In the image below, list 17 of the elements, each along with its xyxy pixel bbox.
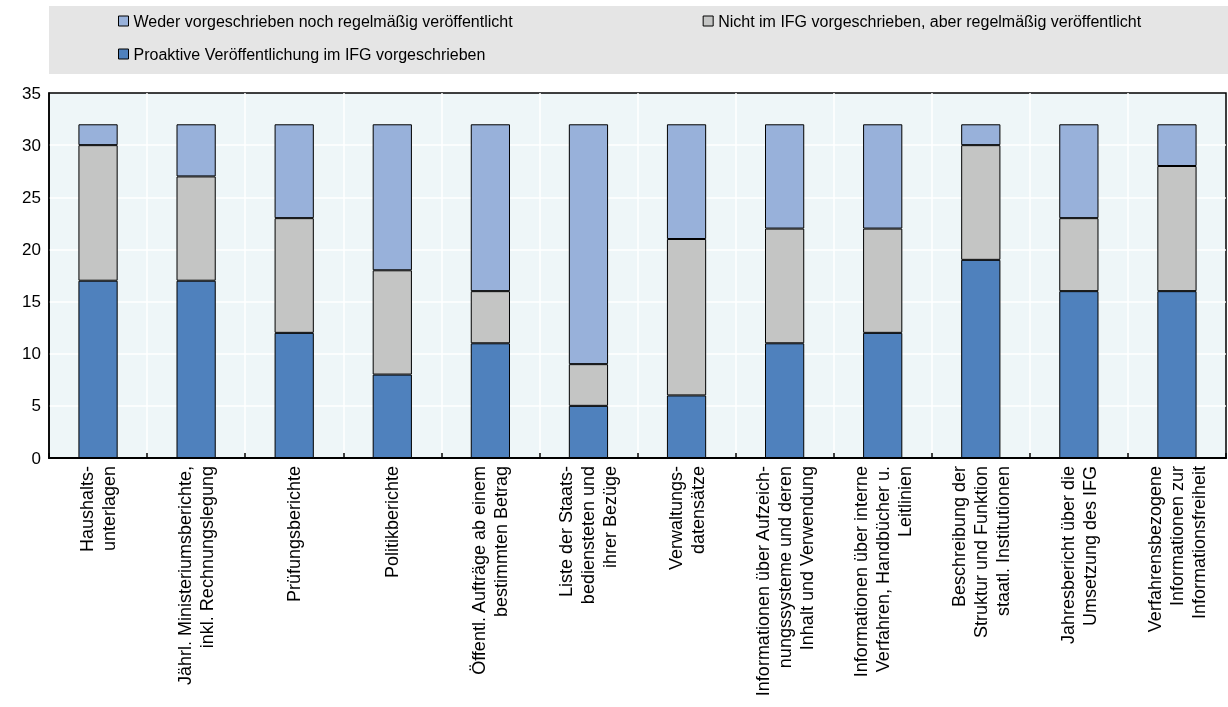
- y-tick-label: 15: [22, 292, 41, 312]
- y-tick-label: 30: [22, 135, 41, 155]
- x-tick-label: Beschreibung der Struktur und Funktion staatl. Institutionen: [948, 466, 1013, 639]
- legend-label: Nicht im IFG vorgeschrieben, aber regelmäßig veröffentlicht: [718, 12, 1142, 30]
- y-tick-label: 20: [22, 239, 41, 259]
- legend-label: Weder vorgeschrieben noch regelmäßig veröffentlicht: [133, 12, 514, 30]
- x-tick-label: Haushalts- unterlagen: [77, 466, 120, 553]
- y-tick-label: 5: [31, 396, 41, 416]
- x-tick-label: Politikberichte: [382, 466, 403, 579]
- legend-label: Proaktive Veröffentlichung im IFG vorgeschrieben: [133, 45, 486, 63]
- y-tick-label: 10: [22, 344, 41, 364]
- y-tick-label: 35: [22, 83, 41, 103]
- y-tick-label: 0: [31, 448, 41, 468]
- x-tick-label: Öffentl. Aufträge ab einem bestimmten Betrag: [469, 466, 512, 675]
- y-tick-label: 25: [22, 187, 41, 207]
- x-tick-label: Prüfungsberichte: [284, 466, 305, 603]
- x-tick-label: Informationen über interne Verfahren, Handbücher u. Leitlinien: [850, 466, 915, 678]
